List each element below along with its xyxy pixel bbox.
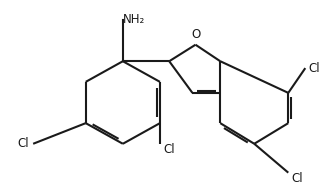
Text: Cl: Cl (163, 143, 175, 156)
Text: Cl: Cl (17, 137, 29, 150)
Text: O: O (191, 28, 200, 41)
Text: Cl: Cl (291, 172, 303, 185)
Text: Cl: Cl (308, 62, 320, 75)
Text: NH₂: NH₂ (123, 13, 145, 26)
